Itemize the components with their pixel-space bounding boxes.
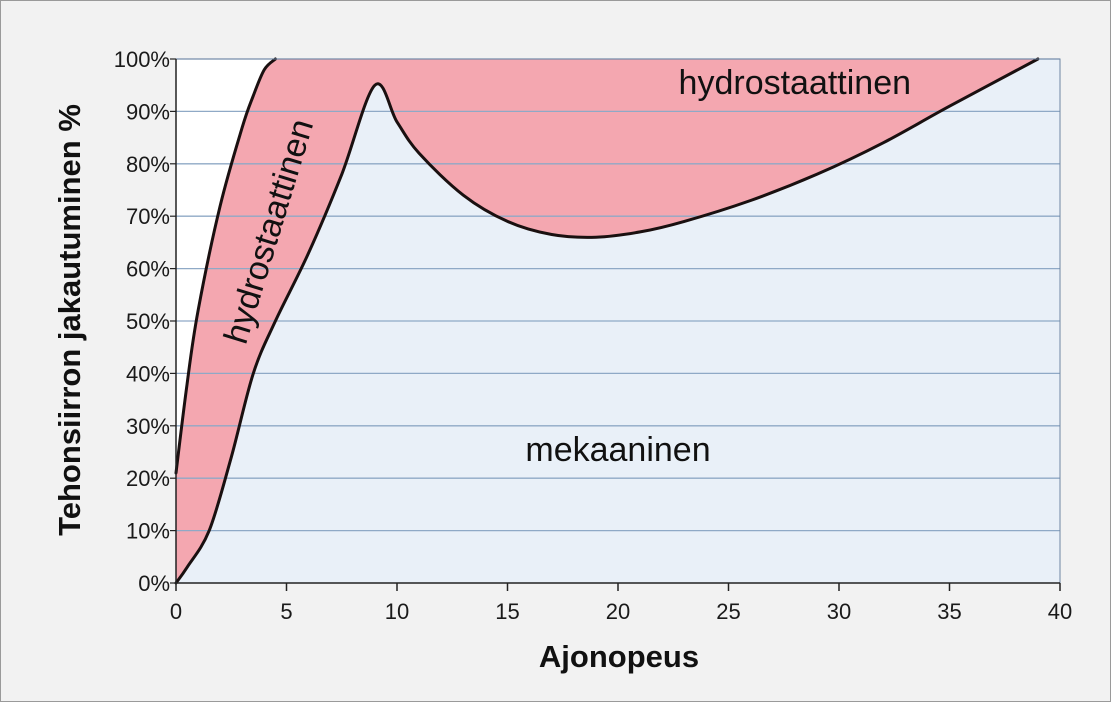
y-tick-label: 70%	[126, 204, 170, 229]
axes	[170, 58, 1061, 591]
x-tick-label: 20	[606, 599, 630, 624]
y-tick-label: 90%	[126, 99, 170, 124]
x-tick-label: 35	[937, 599, 961, 624]
x-tick-label: 10	[385, 599, 409, 624]
y-tick-label: 100%	[114, 47, 170, 72]
x-tick-label: 15	[495, 599, 519, 624]
x-axis-title: Ajonopeus	[539, 639, 699, 674]
hydrostatic-boundary-curve	[174, 57, 277, 475]
x-tick-label: 30	[827, 599, 851, 624]
y-tick-label: 30%	[126, 414, 170, 439]
y-tick-label: 40%	[126, 361, 170, 386]
y-tick-label: 50%	[126, 309, 170, 334]
boundary-curves	[174, 57, 1040, 585]
x-tick-labels: 0 5 10 15 20 25 30 35 40	[170, 599, 1072, 624]
x-tick-label: 0	[170, 599, 182, 624]
y-tick-label: 10%	[126, 519, 170, 544]
y-tick-labels: 0% 10% 20% 30% 40% 50% 60% 70% 80% 90% 100%	[114, 47, 170, 596]
y-tick-label: 80%	[126, 152, 170, 177]
y-axis-title: Tehonsiirron jakautuminen %	[52, 104, 87, 536]
x-tick-label: 40	[1048, 599, 1072, 624]
x-tick-label: 25	[716, 599, 740, 624]
region-label: hydrostaattinen	[679, 64, 912, 102]
y-tick-label: 60%	[126, 257, 170, 282]
region-label: mekaaninen	[525, 431, 710, 469]
y-tick-label: 20%	[126, 466, 170, 491]
x-tick-label: 5	[280, 599, 292, 624]
y-tick-label: 0%	[138, 571, 170, 596]
mechanical-boundary-curve	[174, 57, 1040, 585]
